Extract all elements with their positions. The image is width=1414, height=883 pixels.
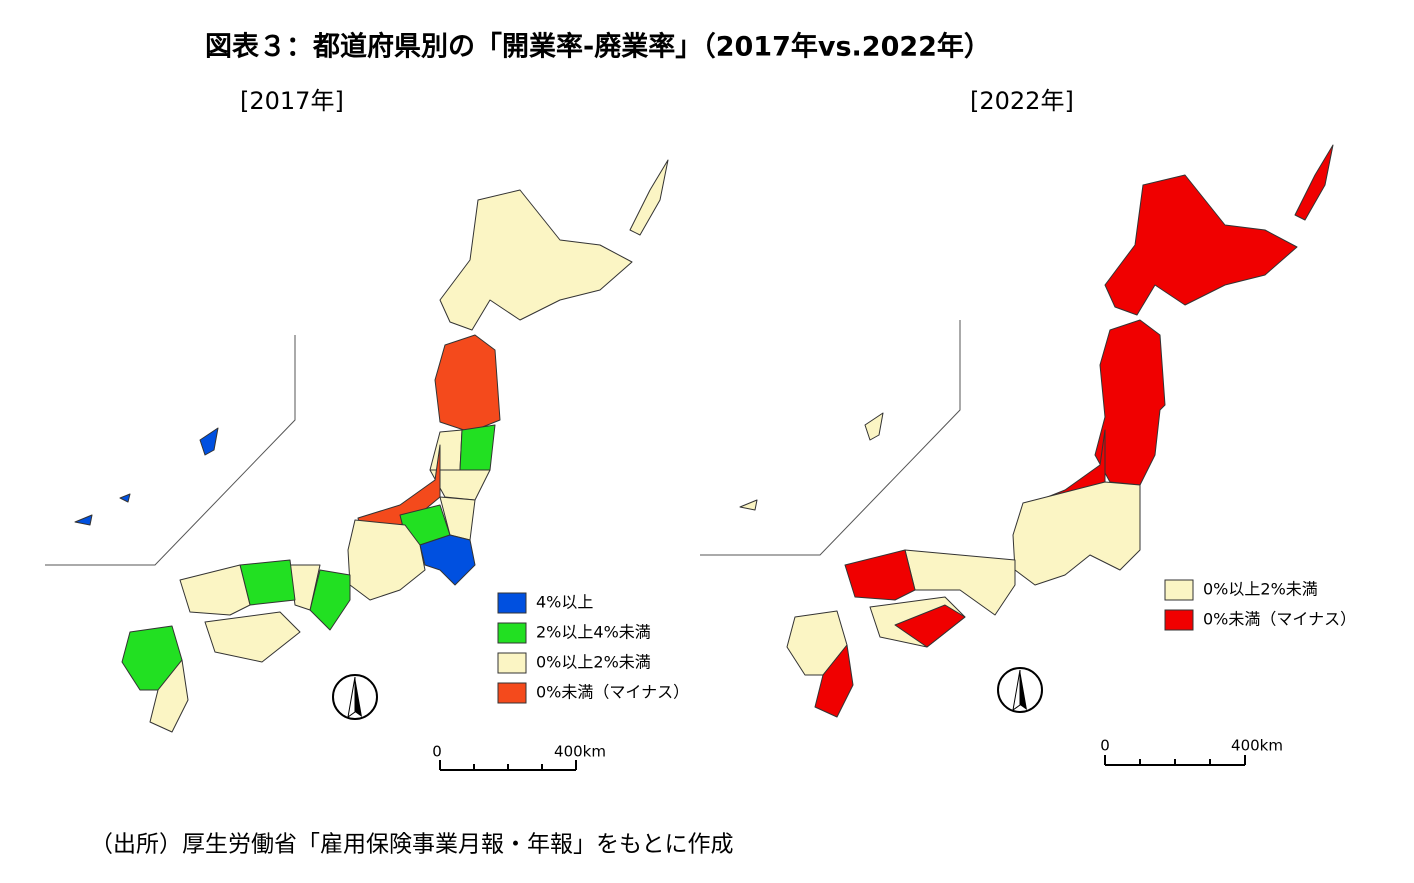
legend: 4%以上 2%以上4%未満 0%以上2%未満 0%未満（マイナス） xyxy=(497,592,689,704)
legend-label: 2%以上4%未満 xyxy=(536,623,651,642)
legend-label: 0%未満（マイナス） xyxy=(1203,610,1356,629)
map-2022 xyxy=(700,144,1334,718)
legend-label: 0%未満（マイナス） xyxy=(536,683,689,702)
map-subtitle: [2017年] xyxy=(240,87,344,115)
title: 図表３：都道府県別の「開業率-廃業率」（2017年vs.2022年） xyxy=(205,31,991,63)
map-subtitle: [2022年] xyxy=(970,87,1074,115)
legend-swatch xyxy=(1164,579,1194,601)
scale-label: 0 xyxy=(1100,737,1110,755)
legend-swatch xyxy=(497,682,527,704)
legend-swatch xyxy=(497,592,527,614)
source-note: （出所）厚生労働省「雇用保険事業月報・年報」をもとに作成 xyxy=(90,832,734,858)
scale-bar xyxy=(439,755,1246,771)
north-arrow xyxy=(997,667,1043,713)
north-arrow xyxy=(332,674,378,720)
legend-swatch xyxy=(497,622,527,644)
scale-label: 0 xyxy=(432,743,442,761)
scale-label: 400km xyxy=(554,743,606,761)
legend-label: 0%以上2%未満 xyxy=(1203,580,1318,599)
legend-label: 4%以上 xyxy=(536,593,593,612)
legend: 0%以上2%未満 0%未満（マイナス） xyxy=(1164,579,1356,631)
legend-swatch xyxy=(1164,609,1194,631)
legend-swatch xyxy=(497,652,527,674)
map-2017 xyxy=(45,159,669,733)
scale-label: 400km xyxy=(1231,737,1283,755)
legend-label: 0%以上2%未満 xyxy=(536,653,651,672)
